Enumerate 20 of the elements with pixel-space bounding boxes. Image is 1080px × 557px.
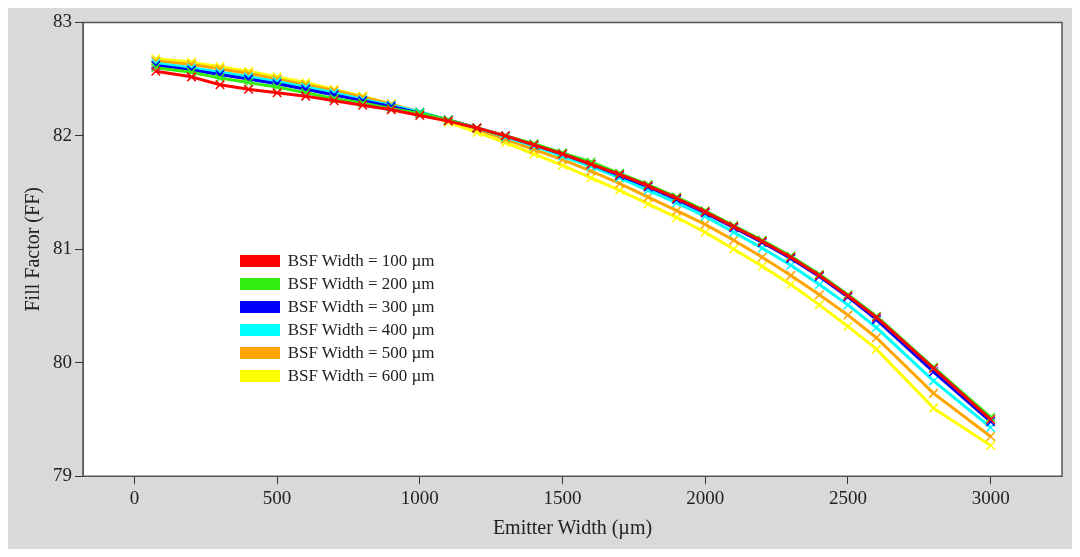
x-tick-label: 2500 xyxy=(828,486,867,508)
legend-label: BSF Width = 100 µm xyxy=(287,250,435,273)
y-tick-label: 83 xyxy=(53,10,72,32)
x-tick-label: 0 xyxy=(129,486,140,508)
y-tick-label: 82 xyxy=(53,123,72,145)
x-axis-title: Emitter Width (µm) xyxy=(492,516,653,540)
legend-label: BSF Width = 200 µm xyxy=(287,273,435,296)
y-axis-title: Fill Factor (FF) xyxy=(21,187,45,312)
legend-label: BSF Width = 600 µm xyxy=(287,365,435,388)
x-tick-label: 1500 xyxy=(543,486,582,508)
x-tick-label: 1000 xyxy=(400,486,439,508)
y-tick-label: 79 xyxy=(53,464,72,486)
x-tick-label: 3000 xyxy=(971,486,1010,508)
y-tick-label: 80 xyxy=(53,350,72,372)
legend-label: BSF Width = 300 µm xyxy=(287,296,435,319)
legend-label: BSF Width = 500 µm xyxy=(287,342,435,365)
x-tick-label: 500 xyxy=(262,486,292,508)
y-tick-label: 81 xyxy=(53,237,72,259)
legend-label: BSF Width = 400 µm xyxy=(287,319,435,342)
x-tick-label: 2000 xyxy=(686,486,725,508)
